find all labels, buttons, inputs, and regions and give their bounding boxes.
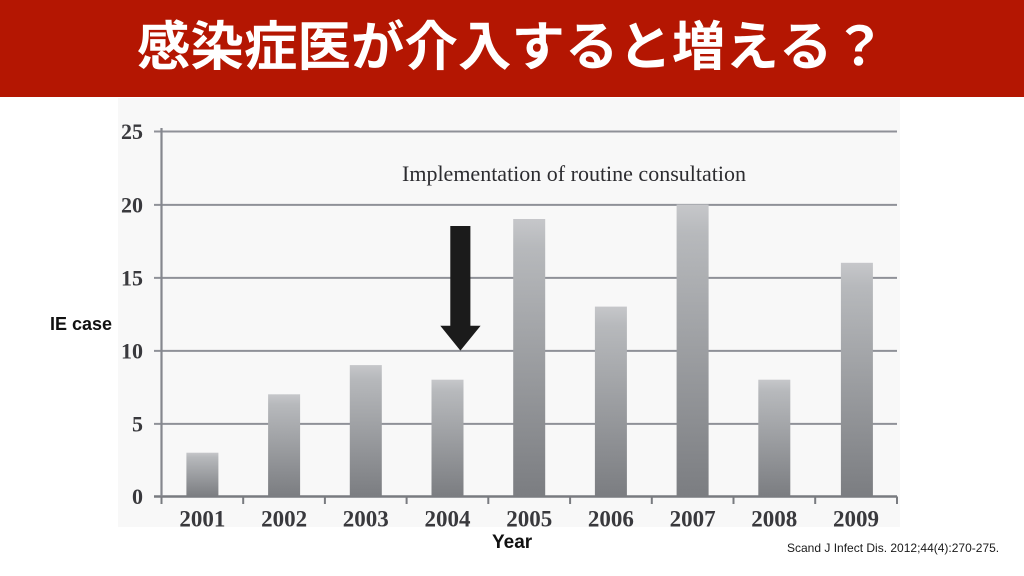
svg-text:2001: 2001 (179, 507, 225, 532)
svg-text:2007: 2007 (670, 507, 716, 532)
svg-text:2002: 2002 (261, 507, 307, 532)
svg-text:2004: 2004 (425, 507, 472, 532)
svg-text:10: 10 (121, 338, 143, 363)
svg-text:2009: 2009 (833, 507, 879, 532)
svg-text:2003: 2003 (343, 507, 389, 532)
svg-text:2008: 2008 (751, 507, 797, 532)
svg-text:2006: 2006 (588, 507, 634, 532)
svg-text:5: 5 (132, 411, 143, 436)
svg-text:20: 20 (121, 192, 143, 217)
svg-text:0: 0 (132, 484, 143, 509)
svg-text:15: 15 (121, 265, 143, 290)
svg-text:Implementation of routine cons: Implementation of routine consultation (402, 161, 746, 186)
svg-text:25: 25 (121, 119, 143, 144)
svg-text:2005: 2005 (506, 507, 552, 532)
